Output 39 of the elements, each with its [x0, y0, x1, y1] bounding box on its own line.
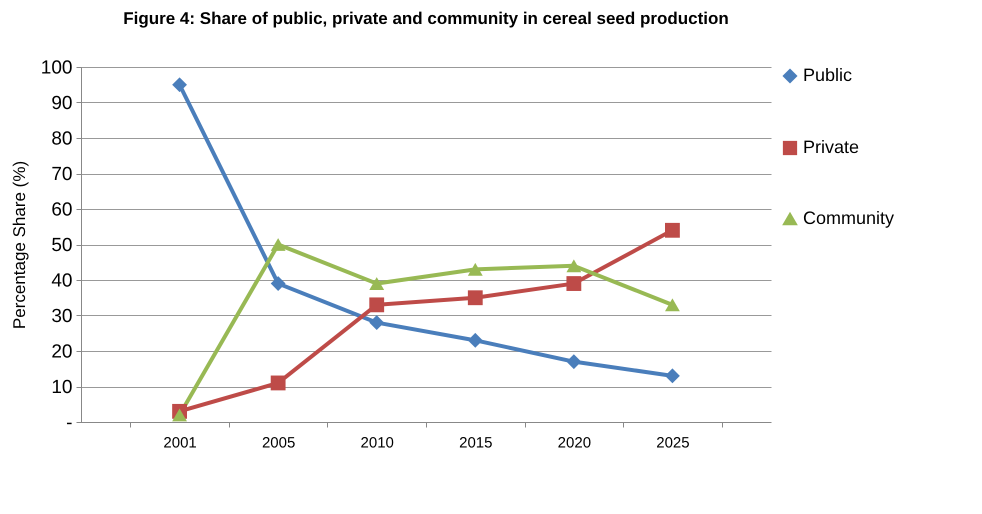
legend-label: Community	[803, 208, 894, 228]
x-tick-label: 2015	[459, 434, 492, 452]
point	[468, 290, 483, 306]
x-tick-label: 2010	[360, 434, 394, 452]
point	[566, 259, 582, 272]
point	[369, 297, 384, 312]
y-tick-label: 10	[51, 377, 72, 398]
y-tick-label: 60	[51, 200, 72, 220]
y-tick-label: 90	[51, 93, 72, 114]
point	[566, 276, 582, 291]
y-tick-label: 20	[51, 342, 72, 362]
y-axis-title: Percentage Share (%)	[10, 160, 29, 330]
point	[665, 298, 680, 312]
x-tick-label: 2001	[163, 434, 197, 452]
x-tick-label: 2005	[262, 434, 296, 452]
point	[468, 262, 483, 276]
chart-title: Figure 4: Share of public, private and community in cereal seed production	[123, 9, 729, 28]
point	[369, 277, 384, 290]
point	[172, 77, 187, 92]
legend-label: Private	[803, 137, 860, 157]
y-tick-label: 80	[51, 128, 72, 150]
point	[270, 238, 286, 251]
point	[172, 408, 187, 422]
point	[665, 222, 680, 238]
y-tick-label: -	[66, 412, 72, 434]
x-tick-label: 2020	[558, 434, 592, 452]
point	[369, 315, 384, 330]
point	[566, 354, 582, 370]
y-tick-label: 70	[51, 164, 72, 185]
point	[468, 332, 483, 348]
y-tick-label: 40	[51, 270, 72, 292]
x-tick-label: 2025	[656, 434, 690, 452]
legend-label: Public	[803, 65, 852, 85]
y-tick-label: 100	[40, 58, 72, 78]
point	[270, 276, 286, 291]
point	[665, 368, 680, 384]
y-tick-label: 50	[51, 235, 72, 256]
point	[270, 376, 286, 390]
y-tick-label: 30	[51, 306, 72, 327]
